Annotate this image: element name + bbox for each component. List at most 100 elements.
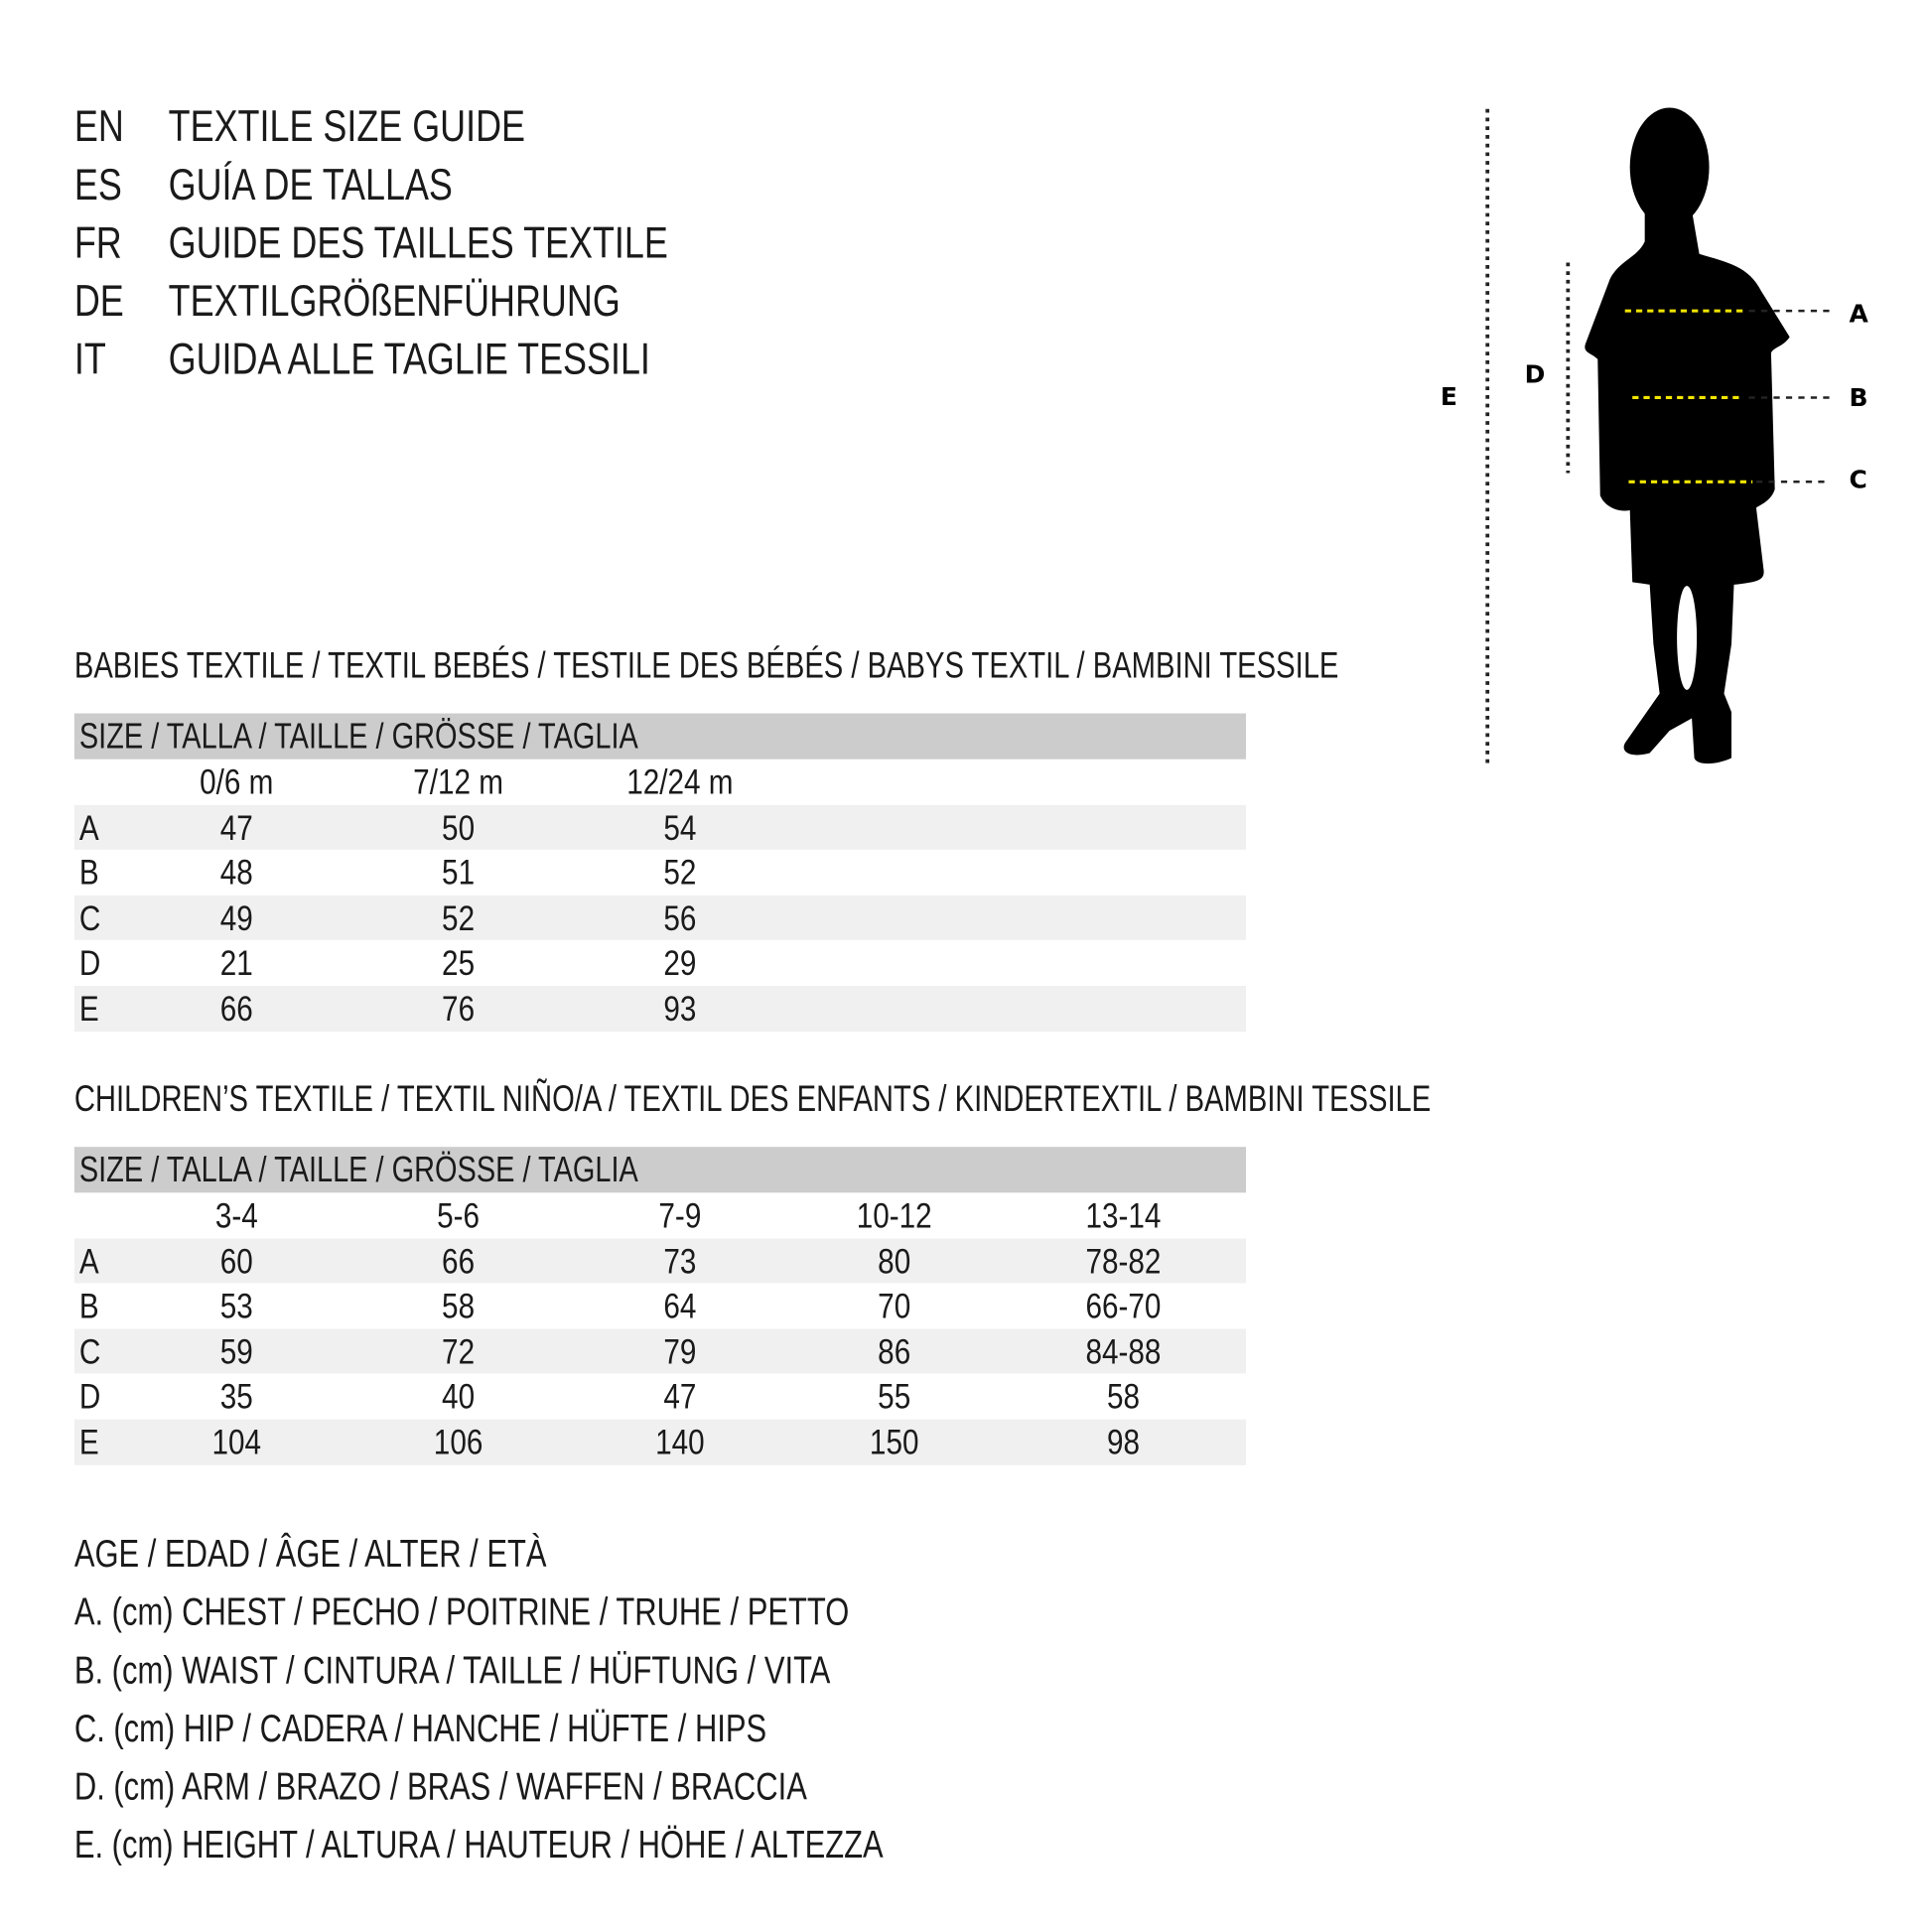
table-cell: 47	[663, 1377, 697, 1417]
lang-code-en: EN	[74, 101, 136, 151]
table-cell: 52	[442, 898, 476, 938]
title-text: GUIDA ALLE TAGLIE TESSILI	[168, 333, 650, 384]
column-header: 13-14	[1085, 1196, 1162, 1235]
table-row: D 21 25 29	[74, 940, 1246, 986]
column-header: 0/6 m	[200, 762, 274, 802]
table-cell: 40	[442, 1377, 476, 1417]
row-label: D	[78, 1377, 101, 1417]
lang-code-text: ES	[73, 158, 122, 209]
table-row: B 48 51 52	[74, 850, 1246, 896]
table-cell: 78-82	[1085, 1241, 1162, 1281]
legend-height: E. (cm) HEIGHT / ALTURA / HAUTEUR / HÖHE…	[74, 1823, 1086, 1867]
table-cell: 55	[878, 1377, 911, 1417]
legend-text: D. (cm) ARM / BRAZO / BRAS / WAFFEN / BR…	[73, 1764, 807, 1809]
table-cell: 86	[878, 1332, 911, 1371]
size-header-row: SIZE / TALLA / TAILLE / GRÖSSE / TAGLIA	[73, 713, 1246, 759]
column-header: 5-6	[437, 1196, 481, 1235]
legend-chest: A. (cm) CHEST / PECHO / POITRINE / TRUHE…	[74, 1590, 1043, 1635]
table-cell: 140	[655, 1423, 705, 1462]
column-header-row: 0/6 m 7/12 m 12/24 m	[74, 759, 1246, 805]
table-cell: 150	[869, 1423, 919, 1462]
table-cell: 52	[663, 853, 697, 893]
children-heading-text: CHILDREN’S TEXTILE / TEXTIL NIÑO/A / TEX…	[73, 1078, 1432, 1120]
table-row: E 66 76 93	[73, 985, 1246, 1032]
lang-code-es: ES	[73, 158, 134, 209]
table-row: E 104 106 140 150 98	[73, 1419, 1246, 1465]
child-silhouette-icon	[1585, 107, 1790, 764]
child-measurement-figure: A B C D E	[1441, 107, 1869, 768]
lang-code-text: FR	[73, 216, 122, 268]
size-header-text: SIZE / TALLA / TAILLE / GRÖSSE / TAGLIA	[78, 717, 638, 758]
title-text: GUIDE DES TAILLES TEXTILE	[168, 216, 668, 268]
size-header-row: SIZE / TALLA / TAILLE / GRÖSSE / TAGLIA	[73, 1147, 1246, 1193]
lang-code-text: IT	[73, 333, 106, 384]
row-label: E	[78, 1423, 99, 1462]
figure-label-c: C	[1850, 466, 1867, 494]
lang-code-de: DE	[74, 276, 136, 326]
lang-code-text: DE	[73, 274, 124, 327]
lang-code-fr: FR	[73, 216, 134, 268]
column-header: 12/24 m	[626, 762, 734, 802]
children-heading: CHILDREN’S TEXTILE / TEXTIL NIÑO/A / TEX…	[74, 1079, 1814, 1121]
row-label: D	[78, 944, 101, 983]
babies-heading: BABIES TEXTILE / TEXTIL BEBÉS / TESTILE …	[74, 645, 1696, 687]
table-cell: 93	[663, 989, 697, 1029]
table-cell: 35	[219, 1377, 253, 1417]
size-header-text: SIZE / TALLA / TAILLE / GRÖSSE / TAGLIA	[78, 1150, 638, 1190]
table-cell: 48	[219, 853, 253, 893]
legend-hip: C. (cm) HIP / CADERA / HANCHE / HÜFTE / …	[74, 1707, 940, 1751]
legend-age: AGE / EDAD / ÂGE / ALTER / ETÀ	[74, 1532, 665, 1577]
row-label: A	[78, 1241, 99, 1281]
row-label: C	[78, 1332, 101, 1371]
legend-text: B. (cm) WAIST / CINTURA / TAILLE / HÜFTU…	[73, 1648, 831, 1693]
row-label: E	[78, 989, 99, 1029]
table-cell: 51	[442, 853, 476, 893]
table-cell: 76	[442, 989, 476, 1029]
table-cell: 21	[219, 944, 253, 983]
table-cell: 80	[878, 1241, 911, 1281]
lang-code-text: EN	[73, 100, 124, 152]
column-header: 10-12	[856, 1196, 932, 1235]
lang-code-it: IT	[73, 333, 114, 384]
column-header-row: 3-4 5-6 7-9 10-12 13-14	[74, 1192, 1246, 1238]
legend-arm: D. (cm) ARM / BRAZO / BRAS / WAFFEN / BR…	[74, 1765, 990, 1810]
title-en: TEXTILE SIZE GUIDE	[169, 101, 615, 151]
table-row: A 60 66 73 80 78-82	[73, 1237, 1246, 1284]
title-text: GUÍA DE TALLAS	[168, 158, 453, 209]
title-it: GUIDA ALLE TAGLIE TESSILI	[168, 333, 771, 384]
table-cell: 58	[1106, 1377, 1141, 1417]
title-text: TEXTILGRÖßENFÜHRUNG	[168, 274, 621, 327]
table-cell: 53	[219, 1287, 253, 1326]
table-cell: 70	[878, 1287, 911, 1326]
figure-label-d: D	[1525, 359, 1546, 388]
children-size-table: SIZE / TALLA / TAILLE / GRÖSSE / TAGLIA 3…	[73, 1147, 1246, 1465]
table-cell: 59	[219, 1332, 253, 1371]
column-header: 3-4	[214, 1196, 258, 1235]
table-row: D 35 40 47 55 58	[74, 1374, 1246, 1420]
table-cell: 25	[442, 944, 476, 983]
legend-text: A. (cm) CHEST / PECHO / POITRINE / TRUHE…	[73, 1589, 850, 1634]
title-de: TEXTILGRÖßENFÜHRUNG	[169, 276, 734, 326]
table-cell: 104	[211, 1423, 262, 1462]
table-cell: 49	[219, 898, 253, 938]
table-row: C 49 52 56	[73, 895, 1246, 941]
table-cell: 58	[442, 1287, 476, 1326]
title-text: TEXTILE SIZE GUIDE	[168, 100, 526, 152]
row-label: C	[78, 898, 101, 938]
title-es: GUÍA DE TALLAS	[168, 158, 524, 209]
babies-size-table: SIZE / TALLA / TAILLE / GRÖSSE / TAGLIA 0…	[73, 713, 1246, 1032]
table-cell: 47	[219, 808, 253, 847]
row-label: B	[78, 1287, 99, 1326]
table-cell: 50	[442, 808, 476, 847]
table-cell: 60	[219, 1241, 253, 1281]
table-cell: 73	[663, 1241, 697, 1281]
table-cell: 66	[219, 989, 253, 1029]
table-cell: 98	[1106, 1423, 1141, 1462]
babies-heading-text: BABIES TEXTILE / TEXTIL BEBÉS / TESTILE …	[73, 644, 1339, 687]
column-header: 7/12 m	[413, 762, 503, 802]
table-cell: 66	[442, 1241, 476, 1281]
legend-text: E. (cm) HEIGHT / ALTURA / HAUTEUR / HÖHE…	[73, 1823, 884, 1866]
table-cell: 66-70	[1085, 1287, 1162, 1326]
figure-label-a: A	[1850, 299, 1869, 328]
